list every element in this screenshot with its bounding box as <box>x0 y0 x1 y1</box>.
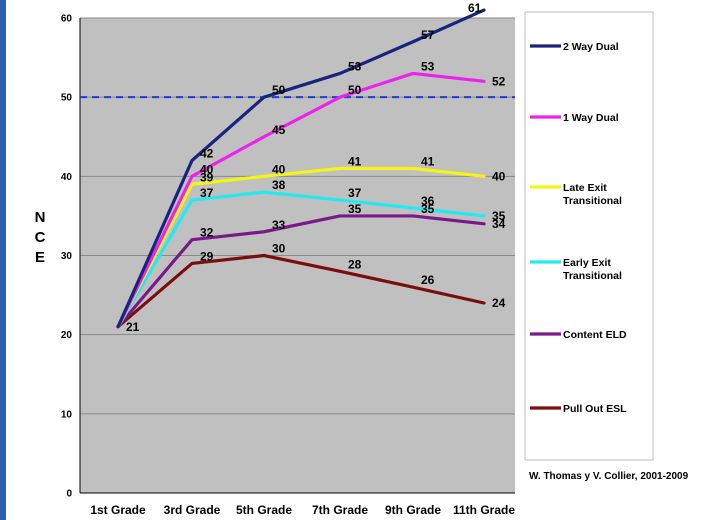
data-label: 26 <box>421 273 435 287</box>
data-label: 40 <box>272 162 286 176</box>
data-label: 21 <box>126 320 140 334</box>
series-line-pull-out-esl <box>116 253 486 329</box>
series-line-1-way-dual <box>116 71 486 329</box>
data-label: 37 <box>348 186 362 200</box>
data-label: 53 <box>421 59 435 73</box>
y-tick-label: 40 <box>61 172 73 183</box>
x-tick-label: 11th Grade <box>453 503 515 517</box>
y-tick-label: 20 <box>61 330 73 341</box>
data-label: 52 <box>492 74 506 88</box>
data-label: 32 <box>200 226 214 240</box>
data-label: 41 <box>348 154 362 168</box>
series-line-early-exit-transitional <box>116 190 486 329</box>
legend-label: 1 Way Dual <box>563 112 619 124</box>
x-tick-label: 7th Grade <box>312 503 368 517</box>
data-label: 34 <box>492 217 506 231</box>
data-label: 40 <box>200 162 214 176</box>
x-tick-label: 3rd Grade <box>164 503 221 517</box>
data-label: 41 <box>421 154 435 168</box>
data-label: 38 <box>272 178 286 192</box>
y-tick-label: 0 <box>66 489 72 500</box>
data-label: 30 <box>272 242 286 256</box>
legend-label: Transitional <box>563 195 622 207</box>
data-label: 40 <box>492 169 506 183</box>
data-label: 36 <box>421 194 435 208</box>
legend-label: Transitional <box>563 270 622 282</box>
data-label: 53 <box>348 59 362 73</box>
data-label: 35 <box>421 202 435 216</box>
legend-label: Pull Out ESL <box>563 403 627 415</box>
y-tick-label: 60 <box>61 14 73 25</box>
series-line-late-exit-transitional <box>116 166 486 329</box>
legend-label: Early Exit <box>563 257 611 269</box>
data-label: 35 <box>492 209 506 223</box>
data-label: 33 <box>272 218 286 232</box>
x-tick-label: 9th Grade <box>385 503 441 517</box>
data-label: 39 <box>200 170 214 184</box>
data-label: 61 <box>468 1 482 15</box>
source-credit: W. Thomas y V. Collier, 2001-2009 <box>529 471 689 482</box>
y-tick-label: 50 <box>61 93 73 104</box>
data-label: 57 <box>421 28 435 42</box>
data-label: 50 <box>272 83 286 97</box>
x-tick-label: 5th Grade <box>236 503 292 517</box>
data-label: 24 <box>492 296 506 310</box>
data-label: 50 <box>348 83 362 97</box>
data-label: 45 <box>272 123 286 137</box>
legend-label: Late Exit <box>563 182 607 194</box>
series-line-2-way-dual <box>116 8 486 329</box>
data-label: 28 <box>348 257 362 271</box>
legend-label: Content ELD <box>563 329 627 341</box>
data-label: 42 <box>200 147 214 161</box>
x-tick-label: 1st Grade <box>90 503 146 517</box>
data-label: 37 <box>200 186 214 200</box>
series-line-content-eld <box>116 214 486 329</box>
legend-label: 2 Way Dual <box>563 41 619 53</box>
legend-box <box>524 11 654 461</box>
y-tick-label: 10 <box>61 409 73 420</box>
y-axis-label: C <box>35 229 46 246</box>
data-label: 29 <box>200 249 214 263</box>
y-axis-label: E <box>35 249 45 266</box>
y-tick-label: 30 <box>61 251 73 262</box>
y-axis-label: N <box>35 209 46 226</box>
data-label: 35 <box>348 202 362 216</box>
